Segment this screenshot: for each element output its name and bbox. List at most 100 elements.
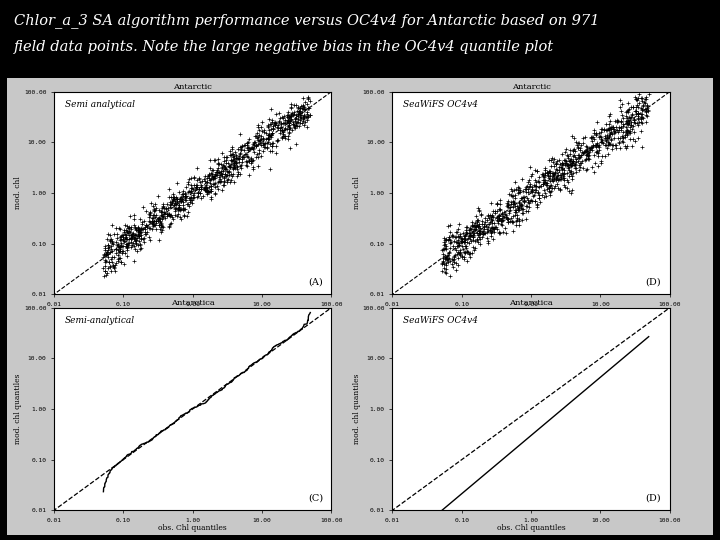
Point (495, 217, 507, 225)
Point (549, 168, 561, 177)
Point (253, 123, 264, 131)
Point (100, 271, 112, 279)
Point (464, 231, 476, 240)
Point (459, 235, 471, 244)
Point (242, 158, 253, 167)
Point (622, 98, 634, 107)
Point (115, 258, 127, 266)
Point (203, 183, 215, 191)
Point (195, 193, 207, 202)
Point (579, 147, 590, 156)
Point (622, 120, 634, 129)
Point (172, 210, 184, 218)
Point (265, 131, 276, 139)
Point (632, 134, 644, 143)
Point (143, 210, 155, 218)
X-axis label: obs. chl: obs. chl (516, 308, 546, 316)
Point (606, 123, 617, 131)
Point (143, 224, 155, 232)
Point (623, 107, 634, 116)
Point (452, 224, 464, 233)
Point (262, 123, 274, 132)
Point (505, 191, 516, 199)
Point (246, 157, 258, 165)
Point (156, 211, 167, 219)
Point (546, 154, 558, 163)
Point (518, 197, 529, 206)
Point (228, 161, 240, 170)
Point (471, 215, 482, 224)
Point (243, 134, 255, 143)
Point (282, 131, 293, 140)
Point (207, 174, 219, 183)
Point (272, 121, 284, 130)
Point (150, 217, 162, 225)
Point (465, 237, 477, 246)
Point (474, 226, 485, 235)
Point (636, 105, 648, 113)
Point (140, 230, 151, 239)
Point (178, 200, 189, 209)
Point (621, 107, 632, 116)
Point (200, 183, 212, 192)
Point (472, 221, 483, 230)
Point (285, 110, 297, 119)
Point (582, 151, 594, 160)
Point (212, 159, 223, 168)
Point (638, 100, 649, 109)
Point (556, 150, 567, 158)
Point (593, 140, 605, 149)
Point (274, 113, 285, 122)
Point (184, 194, 195, 202)
Point (543, 167, 554, 176)
Point (225, 176, 237, 184)
Point (111, 229, 122, 238)
Point (155, 207, 166, 216)
Point (575, 159, 586, 168)
Point (143, 217, 154, 225)
Point (575, 163, 586, 172)
Point (105, 245, 117, 254)
Point (284, 117, 295, 125)
Point (482, 211, 494, 220)
Point (454, 232, 466, 240)
Point (241, 140, 253, 149)
Point (222, 168, 234, 177)
Point (132, 224, 144, 232)
Point (212, 170, 223, 179)
Point (552, 180, 563, 189)
Point (207, 179, 219, 188)
Point (258, 126, 270, 135)
Point (174, 206, 186, 214)
Point (614, 103, 626, 111)
Point (600, 140, 611, 149)
Point (266, 138, 277, 147)
Point (220, 156, 232, 165)
Point (247, 156, 258, 165)
Point (538, 173, 549, 181)
Point (531, 202, 543, 211)
Point (496, 220, 508, 229)
Point (128, 220, 140, 229)
Point (522, 187, 534, 196)
Point (177, 187, 189, 195)
Point (525, 195, 536, 204)
Point (286, 125, 297, 134)
Point (464, 224, 475, 233)
Point (169, 204, 181, 213)
Point (305, 96, 316, 105)
Point (574, 159, 585, 167)
Point (110, 238, 122, 247)
Point (446, 231, 457, 239)
Point (304, 111, 315, 119)
Point (102, 244, 114, 252)
Point (154, 218, 166, 227)
Point (168, 210, 180, 219)
Point (503, 190, 515, 198)
Point (178, 206, 189, 215)
Point (113, 254, 125, 263)
Point (170, 197, 181, 205)
Point (501, 215, 513, 224)
Point (135, 228, 146, 237)
Point (513, 198, 525, 206)
